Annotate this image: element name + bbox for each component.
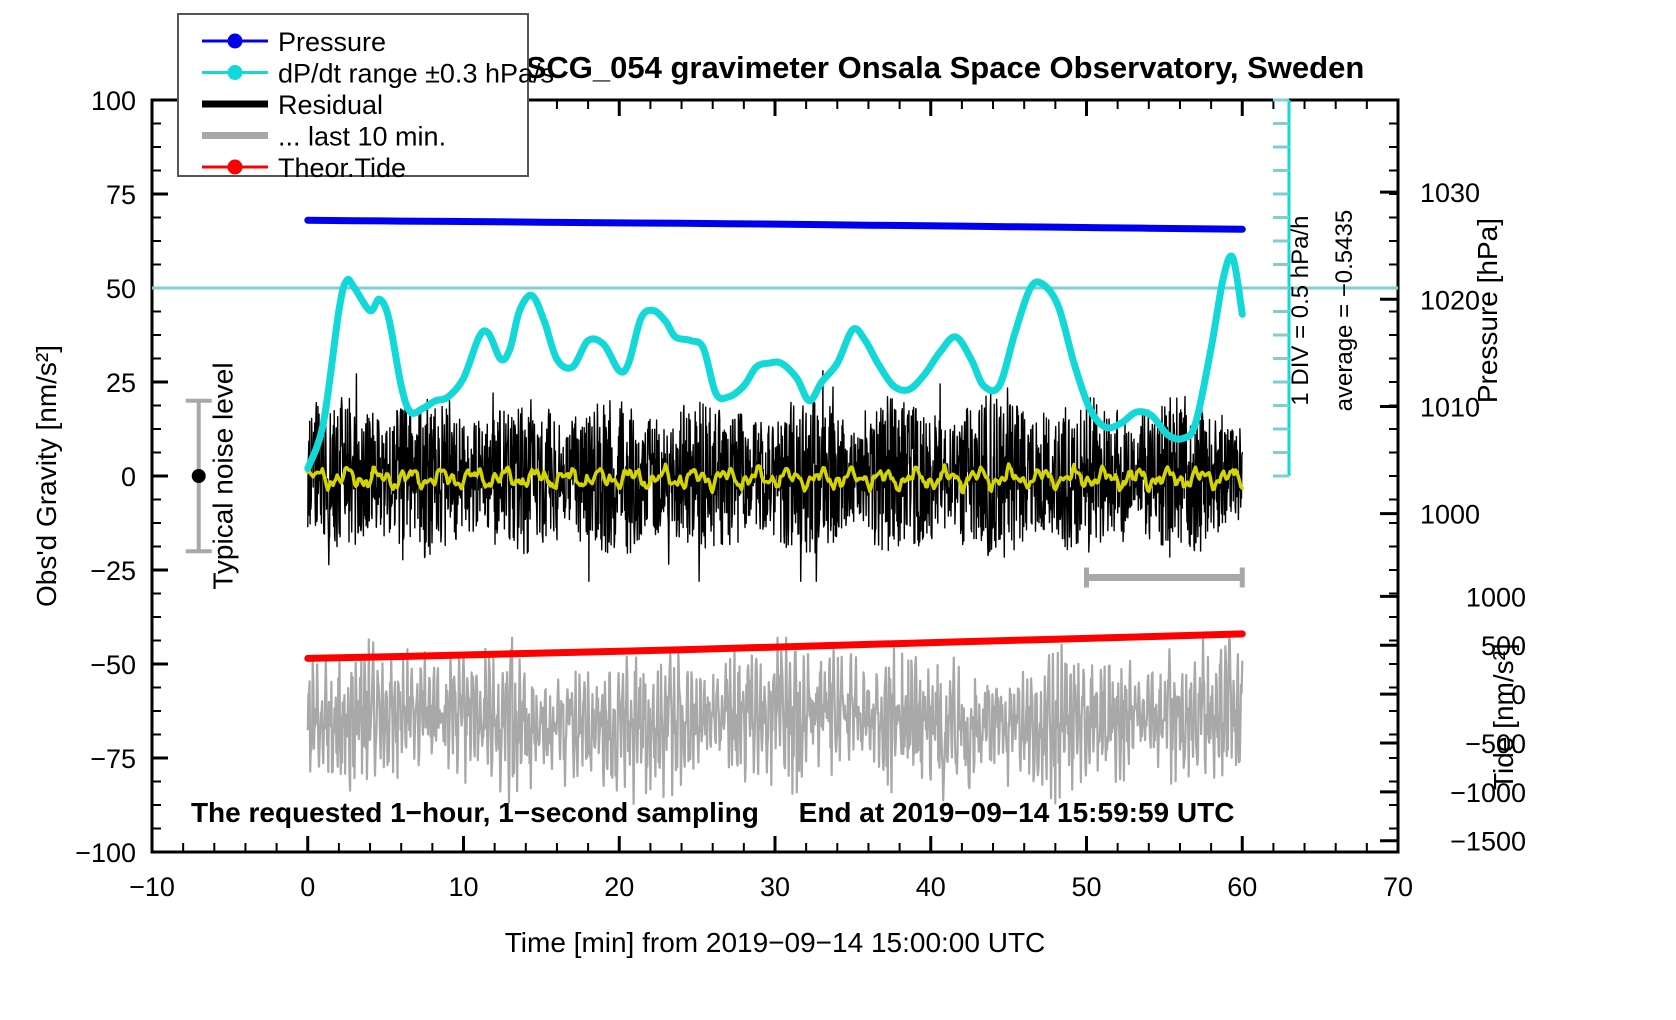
y-tick-label: 50	[106, 274, 136, 304]
tide-axis-title: Tide [nm/s²]	[1488, 643, 1519, 790]
legend-label-2: Residual	[278, 90, 383, 120]
pressure-axis-title: Pressure [hPa]	[1472, 218, 1503, 403]
noise-bar-point	[191, 469, 206, 483]
x-tick-label: 10	[448, 872, 478, 902]
tide-tick-label: −500	[1465, 729, 1526, 759]
x-tick-label: 40	[916, 872, 946, 902]
y-tick-label: 100	[91, 86, 136, 116]
series-dpdt	[304, 252, 1246, 472]
x-tick-label: −10	[129, 872, 175, 902]
pressure-tick-label: 1010	[1420, 392, 1480, 422]
tide-tick-label: −1500	[1450, 827, 1526, 857]
x-tick-label: 60	[1227, 872, 1257, 902]
y-tick-label: 0	[121, 462, 136, 492]
tide-tick-label: 0	[1511, 680, 1526, 710]
legend-label-4: Theor.Tide	[278, 153, 406, 183]
legend-label-3: ... last 10 min.	[278, 122, 446, 152]
series-pressure	[304, 216, 1246, 233]
y-tick-label: 25	[106, 368, 136, 398]
series-last-10-min	[306, 636, 1244, 805]
page-title: SCG_054 gravimeter Onsala Space Observat…	[526, 50, 1365, 85]
dpdt-division-label: 1 DIV = 0.5 hPa/h	[1287, 215, 1314, 405]
y-tick-label: −100	[75, 838, 136, 868]
pressure-tick-label: 1020	[1420, 285, 1480, 315]
legend-marker-0	[227, 33, 243, 49]
tide-tick-label: 1000	[1466, 582, 1526, 612]
legend-marker-1	[227, 65, 243, 80]
x-tick-label: 70	[1383, 872, 1413, 902]
tide-tick-label: 500	[1481, 631, 1526, 661]
y-tick-label: −50	[90, 650, 136, 680]
dpdt-average-label: average = −0.5435	[1331, 210, 1358, 412]
footer-left-note: The requested 1−hour, 1−second sampling	[191, 797, 759, 828]
pressure-tick-label: 1030	[1420, 178, 1480, 208]
x-tick-label: 50	[1071, 872, 1101, 902]
x-axis-title: Time [min] from 2019−09−14 15:00:00 UTC	[505, 927, 1046, 958]
footer-right-note: End at 2019−09−14 15:59:59 UTC	[799, 797, 1235, 828]
legend-marker-4	[227, 159, 243, 175]
series-theor-tide	[304, 630, 1246, 662]
y-axis-title: Obs'd Gravity [nm/s²]	[31, 345, 62, 607]
series-residual-smoothed	[306, 462, 1245, 495]
x-tick-label: 0	[300, 872, 315, 902]
legend-label-0: Pressure	[278, 27, 386, 57]
x-tick-label: 30	[760, 872, 790, 902]
y-tick-label: −75	[90, 744, 136, 774]
y-tick-label: 75	[106, 180, 136, 210]
pressure-tick-label: 1000	[1420, 500, 1480, 530]
x-tick-label: 20	[604, 872, 634, 902]
tide-tick-label: −1000	[1450, 778, 1526, 808]
legend-label-1: dP/dt range ±0.3 hPa/s	[278, 59, 554, 89]
noise-level-label: Typical noise level	[208, 362, 239, 589]
y-tick-label: −25	[90, 556, 136, 586]
